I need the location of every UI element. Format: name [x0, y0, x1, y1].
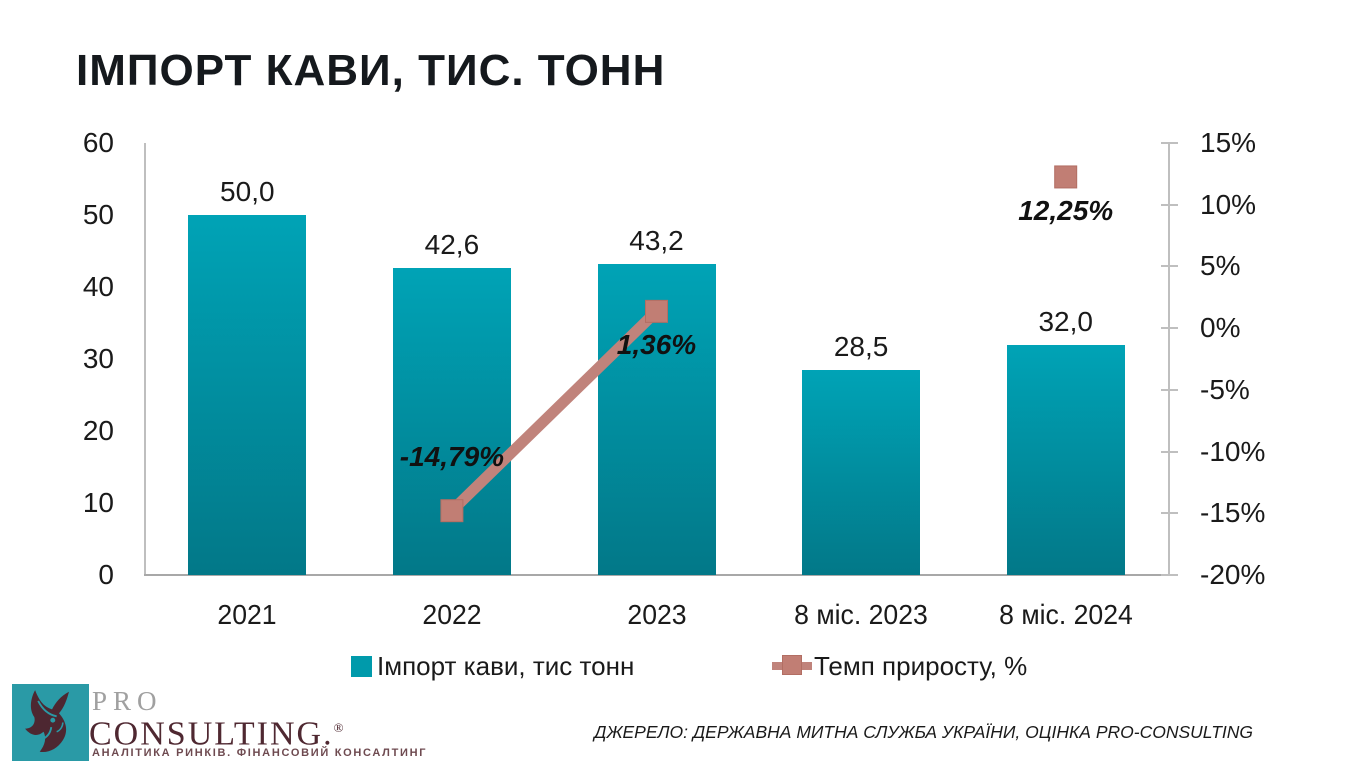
logo-brand-main-text: CONSULTING.: [89, 715, 334, 753]
right-axis-line: [1168, 143, 1170, 575]
x-axis-label-8 міс. 2023: 8 міс. 2023: [794, 599, 928, 630]
left-axis-tick-label: 60: [82, 127, 114, 158]
left-axis-tick-label: 10: [82, 487, 114, 518]
registered-mark-icon: ®: [333, 720, 344, 735]
left-axis-tick-label: 40: [82, 271, 114, 302]
pro-consulting-logo: [12, 684, 89, 761]
right-axis-tick-mark: [1161, 265, 1178, 268]
legend-label-growth: Темп приросту, %: [814, 651, 1028, 681]
bar-8 міс. 2024: [1006, 344, 1125, 575]
logo-tagline: АНАЛІТИКА РИНКІВ. ФІНАНСОВИЙ КОНСАЛТИНГ: [92, 747, 428, 759]
legend-bar-swatch-icon: [351, 656, 372, 677]
right-axis-tick-mark: [1161, 142, 1178, 144]
growth-line-overlay: [440, 165, 1078, 523]
left-axis-tick-label: 20: [82, 415, 114, 446]
right-axis-tick-mark: [1161, 203, 1178, 206]
rhino-icon: [25, 690, 69, 753]
right-axis-tick-label: 10%: [1200, 188, 1257, 220]
plot-area: [145, 143, 1168, 575]
growth-rate-label: -14,79%: [399, 440, 505, 472]
growth-marker: [645, 299, 668, 323]
right-axis-tick-label: 0%: [1200, 312, 1241, 344]
bar-value-label: 32,0: [1038, 305, 1093, 337]
legend-line-swatch-icon: [772, 655, 812, 676]
logo-brand-top: PRO: [92, 686, 163, 716]
bar-value-label: 42,6: [424, 229, 480, 261]
bar-value-label: 50,0: [220, 176, 275, 207]
growth-line: [448, 307, 661, 515]
right-axis-tick-mark: [1161, 574, 1178, 576]
growth-marker: [1054, 165, 1078, 189]
right-axis-tick-mark: [1161, 450, 1178, 453]
bar-8 міс. 2023: [802, 369, 921, 575]
right-axis-tick-mark: [1161, 327, 1178, 330]
bar-value-label: 43,2: [629, 224, 684, 256]
left-axis-tick-label: 50: [82, 199, 114, 230]
legend-line-marker: [782, 655, 802, 675]
bar-2022: [392, 268, 511, 575]
left-axis-line: [144, 143, 146, 575]
left-axis-tick-label: 0: [98, 559, 114, 590]
bar-value-label: 28,5: [833, 330, 889, 362]
growth-rate-label: 12,25%: [1018, 194, 1114, 226]
right-axis-tick-label: -5%: [1200, 373, 1250, 405]
x-axis-label-2023: 2023: [626, 599, 687, 630]
x-axis-label-8 міс. 2024: 8 міс. 2024: [998, 599, 1133, 630]
right-axis-tick-mark: [1161, 388, 1178, 391]
x-axis-line: [144, 574, 1170, 576]
chart-title: ІМПОРТ КАВИ, ТИС. ТОНН: [76, 46, 666, 95]
right-axis-tick-mark: [1161, 512, 1178, 515]
left-axis-tick-label: 30: [82, 343, 114, 374]
x-axis-label-2021: 2021: [217, 599, 277, 630]
growth-marker: [440, 499, 464, 523]
x-axis-label-2022: 2022: [422, 599, 482, 630]
source-note: ДЖЕРЕЛО: ДЕРЖАВНА МИТНА СЛУЖБА УКРАЇНИ, …: [594, 722, 1253, 742]
bar-2021: [188, 215, 307, 575]
right-axis-tick-label: -20%: [1200, 559, 1266, 590]
logo-brand-main: CONSULTING.®: [89, 710, 343, 752]
right-axis-tick-label: -15%: [1200, 497, 1266, 529]
right-axis-tick-label: 15%: [1200, 127, 1257, 158]
growth-rate-label: 1,36%: [616, 329, 697, 361]
right-axis-tick-label: -10%: [1200, 435, 1266, 467]
legend-label-import: Імпорт кави, тис тонн: [377, 651, 635, 681]
right-axis-tick-label: 5%: [1200, 250, 1241, 282]
